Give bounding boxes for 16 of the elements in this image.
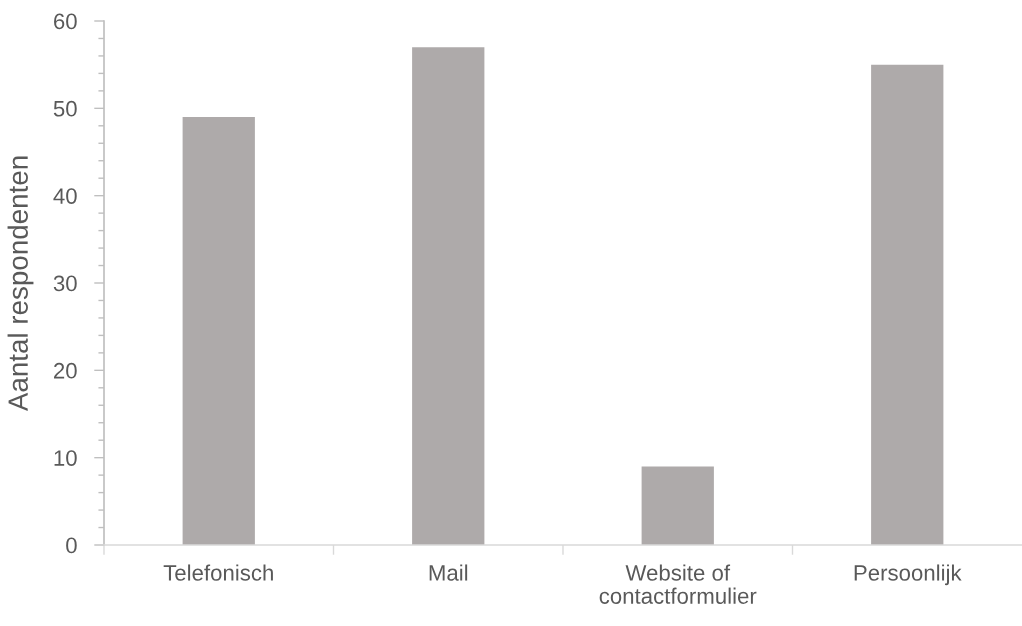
x-tick-label: Persoonlijk (854, 564, 962, 586)
y-tick-label: 40 (53, 188, 77, 204)
x-tick-label: Website of contactformulier (599, 564, 757, 604)
bar (641, 466, 714, 545)
y-tick-label: 60 (54, 13, 77, 30)
x-tick-label: Telefonisch (163, 564, 273, 581)
y-tick-label: 50 (53, 100, 77, 117)
y-tick-label: 10 (54, 450, 77, 466)
y-tick-label: 20 (54, 362, 77, 379)
bar (871, 64, 944, 545)
y-tick-label: 0 (66, 537, 77, 554)
y-tick-label: 30 (53, 275, 77, 292)
y-axis-title: Aantal respondenten (7, 156, 34, 412)
bar (412, 47, 485, 545)
x-tick-label: Mail (429, 564, 468, 581)
bar (182, 117, 255, 545)
